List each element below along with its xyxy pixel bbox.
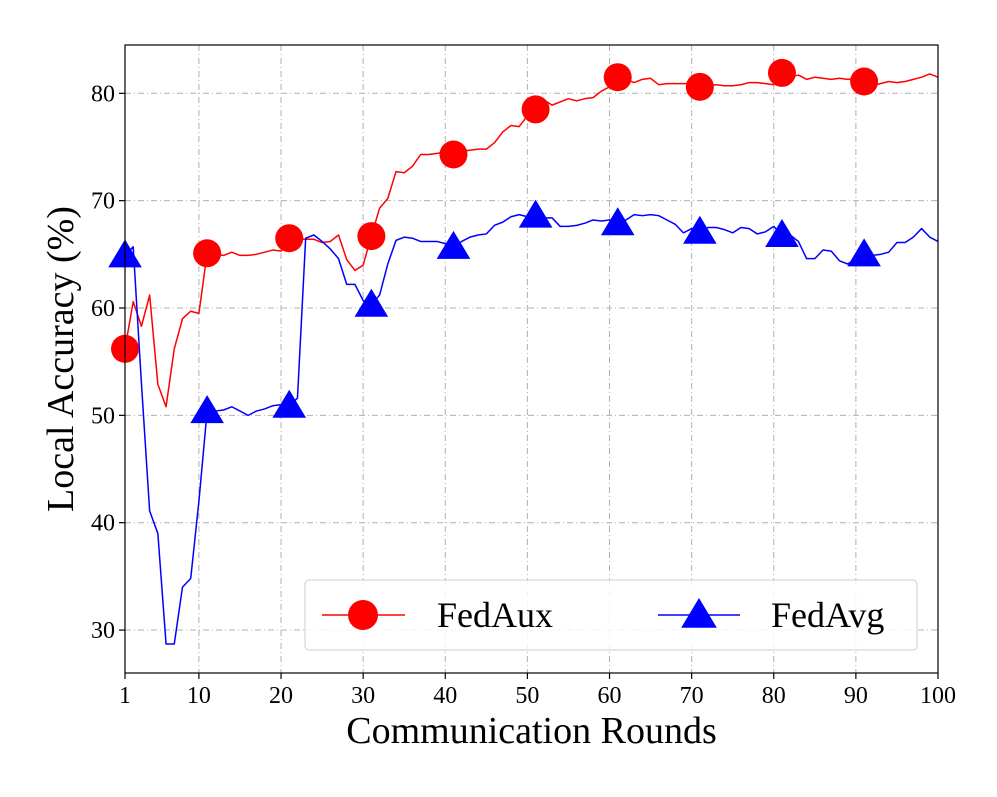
legend-label-fedavg: FedAvg — [771, 595, 884, 635]
data-point-fedavg — [765, 219, 799, 248]
y-tick-label: 50 — [91, 403, 115, 429]
x-tick-label: 50 — [515, 683, 539, 709]
x-tick-label: 80 — [762, 683, 786, 709]
x-tick-label: 70 — [680, 683, 704, 709]
plot-frame — [124, 44, 939, 674]
data-point-fedavg — [436, 230, 471, 259]
data-point-fedaux — [767, 58, 796, 87]
data-point-fedaux — [685, 72, 714, 101]
data-point-fedavg — [847, 238, 881, 267]
axis-ticks: 1 10 20 30 40 50 60 70 80 90 100 30 40 50 60 70 80 — [91, 81, 956, 709]
y-tick-label: 80 — [91, 81, 115, 107]
y-axis-title: Local Accuracy (%) — [40, 206, 82, 512]
legend-box — [304, 579, 918, 651]
legend: FedAux FedAvg — [304, 579, 918, 651]
x-tick-label: 60 — [598, 683, 622, 709]
y-tick-label: 30 — [91, 618, 115, 644]
data-point-fedavg — [600, 207, 635, 236]
x-tick-label: 30 — [351, 683, 375, 709]
data-point-fedavg — [683, 215, 717, 244]
data-point-fedavg — [354, 288, 389, 317]
data-point-fedaux — [603, 63, 632, 92]
data-point-fedavg — [190, 395, 224, 424]
x-tick-label: 10 — [187, 683, 211, 709]
y-tick-label: 40 — [91, 511, 115, 537]
data-point-fedavg — [272, 389, 307, 418]
x-tick-label: 90 — [844, 683, 868, 709]
x-tick-label: 40 — [433, 683, 457, 709]
data-point-fedaux — [357, 222, 386, 251]
data-point-fedaux — [439, 140, 468, 169]
x-tick-label: 100 — [920, 683, 956, 709]
y-tick-label: 60 — [91, 296, 115, 322]
x-tick-label: 20 — [269, 683, 293, 709]
data-point-fedavg — [518, 199, 553, 228]
y-tick-label: 70 — [91, 189, 115, 215]
x-axis-title: Communication Rounds — [346, 710, 717, 752]
series-markers — [108, 58, 881, 424]
data-point-fedaux — [850, 67, 879, 96]
legend-label-fedaux: FedAux — [437, 595, 553, 635]
x-tick-label: 1 — [119, 683, 131, 709]
data-point-fedaux — [521, 95, 550, 124]
legend-marker-fedaux — [348, 600, 378, 630]
data-point-fedaux — [275, 224, 304, 253]
data-point-fedaux — [193, 239, 222, 268]
legend-marker-fedavg — [681, 598, 717, 628]
